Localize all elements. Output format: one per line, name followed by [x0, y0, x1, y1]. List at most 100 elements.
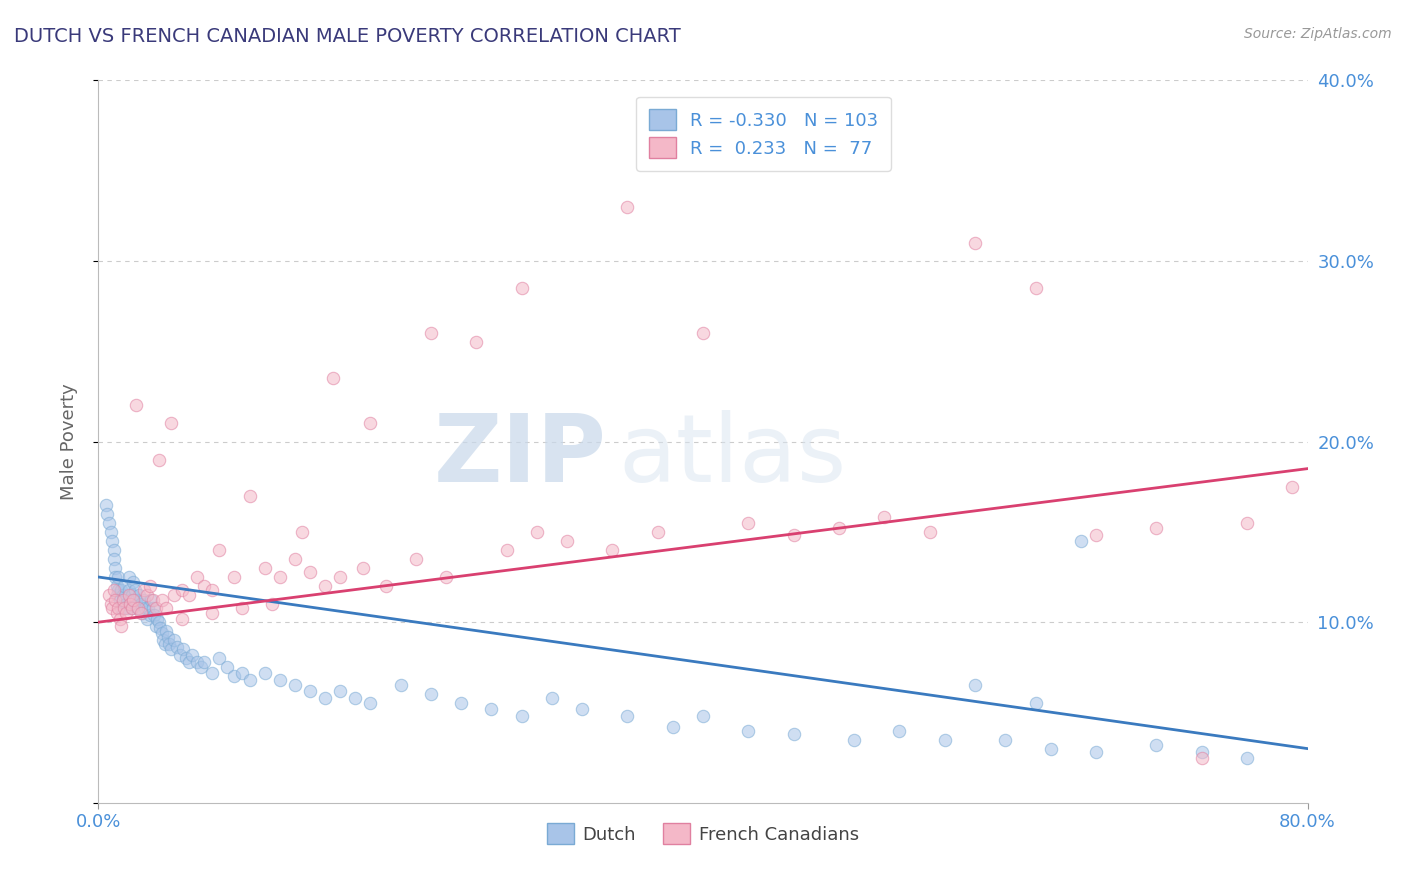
Point	[224, 669, 246, 683]
Point	[889, 723, 911, 738]
Point	[1144, 738, 1167, 752]
Point	[1039, 741, 1062, 756]
Point	[145, 619, 167, 633]
Point	[121, 588, 143, 602]
Point	[118, 570, 141, 584]
Point	[98, 588, 121, 602]
Point	[142, 593, 165, 607]
Point	[118, 582, 141, 597]
Point	[136, 600, 159, 615]
Point	[135, 611, 157, 625]
Point	[873, 510, 896, 524]
Point	[149, 621, 172, 635]
Point	[783, 528, 806, 542]
Point	[181, 648, 204, 662]
Point	[1191, 750, 1213, 764]
Point	[329, 570, 352, 584]
Point	[1085, 745, 1108, 759]
Text: ZIP: ZIP	[433, 410, 606, 502]
Point	[145, 600, 167, 615]
Point	[555, 533, 578, 548]
Point	[253, 561, 276, 575]
Point	[360, 417, 382, 431]
Point	[139, 579, 162, 593]
Point	[224, 570, 246, 584]
Point	[139, 607, 162, 622]
Legend: Dutch, French Canadians: Dutch, French Canadians	[540, 816, 866, 852]
Point	[299, 565, 322, 579]
Point	[115, 600, 138, 615]
Point	[108, 611, 131, 625]
Text: DUTCH VS FRENCH CANADIAN MALE POVERTY CORRELATION CHART: DUTCH VS FRENCH CANADIAN MALE POVERTY CO…	[14, 27, 681, 45]
Point	[146, 611, 169, 625]
Point	[170, 582, 193, 597]
Point	[107, 600, 129, 615]
Point	[103, 542, 125, 557]
Point	[129, 606, 152, 620]
Point	[465, 335, 488, 350]
Point	[352, 561, 374, 575]
Point	[110, 582, 132, 597]
Point	[141, 593, 163, 607]
Point	[510, 281, 533, 295]
Point	[101, 533, 124, 548]
Point	[121, 600, 143, 615]
Point	[1191, 745, 1213, 759]
Point	[127, 600, 149, 615]
Point	[160, 417, 183, 431]
Point	[510, 709, 533, 723]
Point	[108, 593, 131, 607]
Point	[120, 593, 142, 607]
Point	[450, 697, 472, 711]
Point	[112, 579, 135, 593]
Point	[111, 588, 134, 602]
Point	[186, 570, 208, 584]
Point	[965, 235, 987, 250]
Point	[692, 326, 714, 340]
Point	[94, 498, 117, 512]
Point	[135, 588, 157, 602]
Point	[129, 597, 152, 611]
Point	[201, 582, 224, 597]
Point	[616, 200, 638, 214]
Point	[190, 660, 212, 674]
Point	[269, 570, 291, 584]
Point	[314, 691, 336, 706]
Point	[104, 593, 127, 607]
Point	[107, 582, 129, 597]
Point	[100, 524, 122, 539]
Point	[360, 697, 382, 711]
Point	[163, 633, 186, 648]
Point	[179, 655, 201, 669]
Point	[239, 489, 262, 503]
Point	[737, 516, 759, 530]
Point	[122, 593, 145, 607]
Point	[208, 651, 231, 665]
Point	[918, 524, 941, 539]
Point	[153, 637, 176, 651]
Point	[1281, 480, 1303, 494]
Point	[118, 588, 141, 602]
Point	[148, 615, 170, 630]
Point	[155, 600, 177, 615]
Point	[150, 626, 173, 640]
Point	[120, 597, 142, 611]
Point	[231, 600, 253, 615]
Point	[215, 660, 238, 674]
Point	[661, 720, 683, 734]
Point	[1070, 533, 1092, 548]
Point	[389, 678, 412, 692]
Point	[114, 597, 136, 611]
Point	[132, 582, 155, 597]
Point	[174, 651, 197, 665]
Point	[405, 552, 427, 566]
Point	[844, 732, 866, 747]
Point	[239, 673, 262, 687]
Point	[374, 579, 396, 593]
Point	[193, 579, 215, 593]
Text: Source: ZipAtlas.com: Source: ZipAtlas.com	[1244, 27, 1392, 41]
Point	[253, 665, 276, 680]
Point	[1236, 750, 1258, 764]
Point	[1024, 281, 1046, 295]
Point	[169, 648, 191, 662]
